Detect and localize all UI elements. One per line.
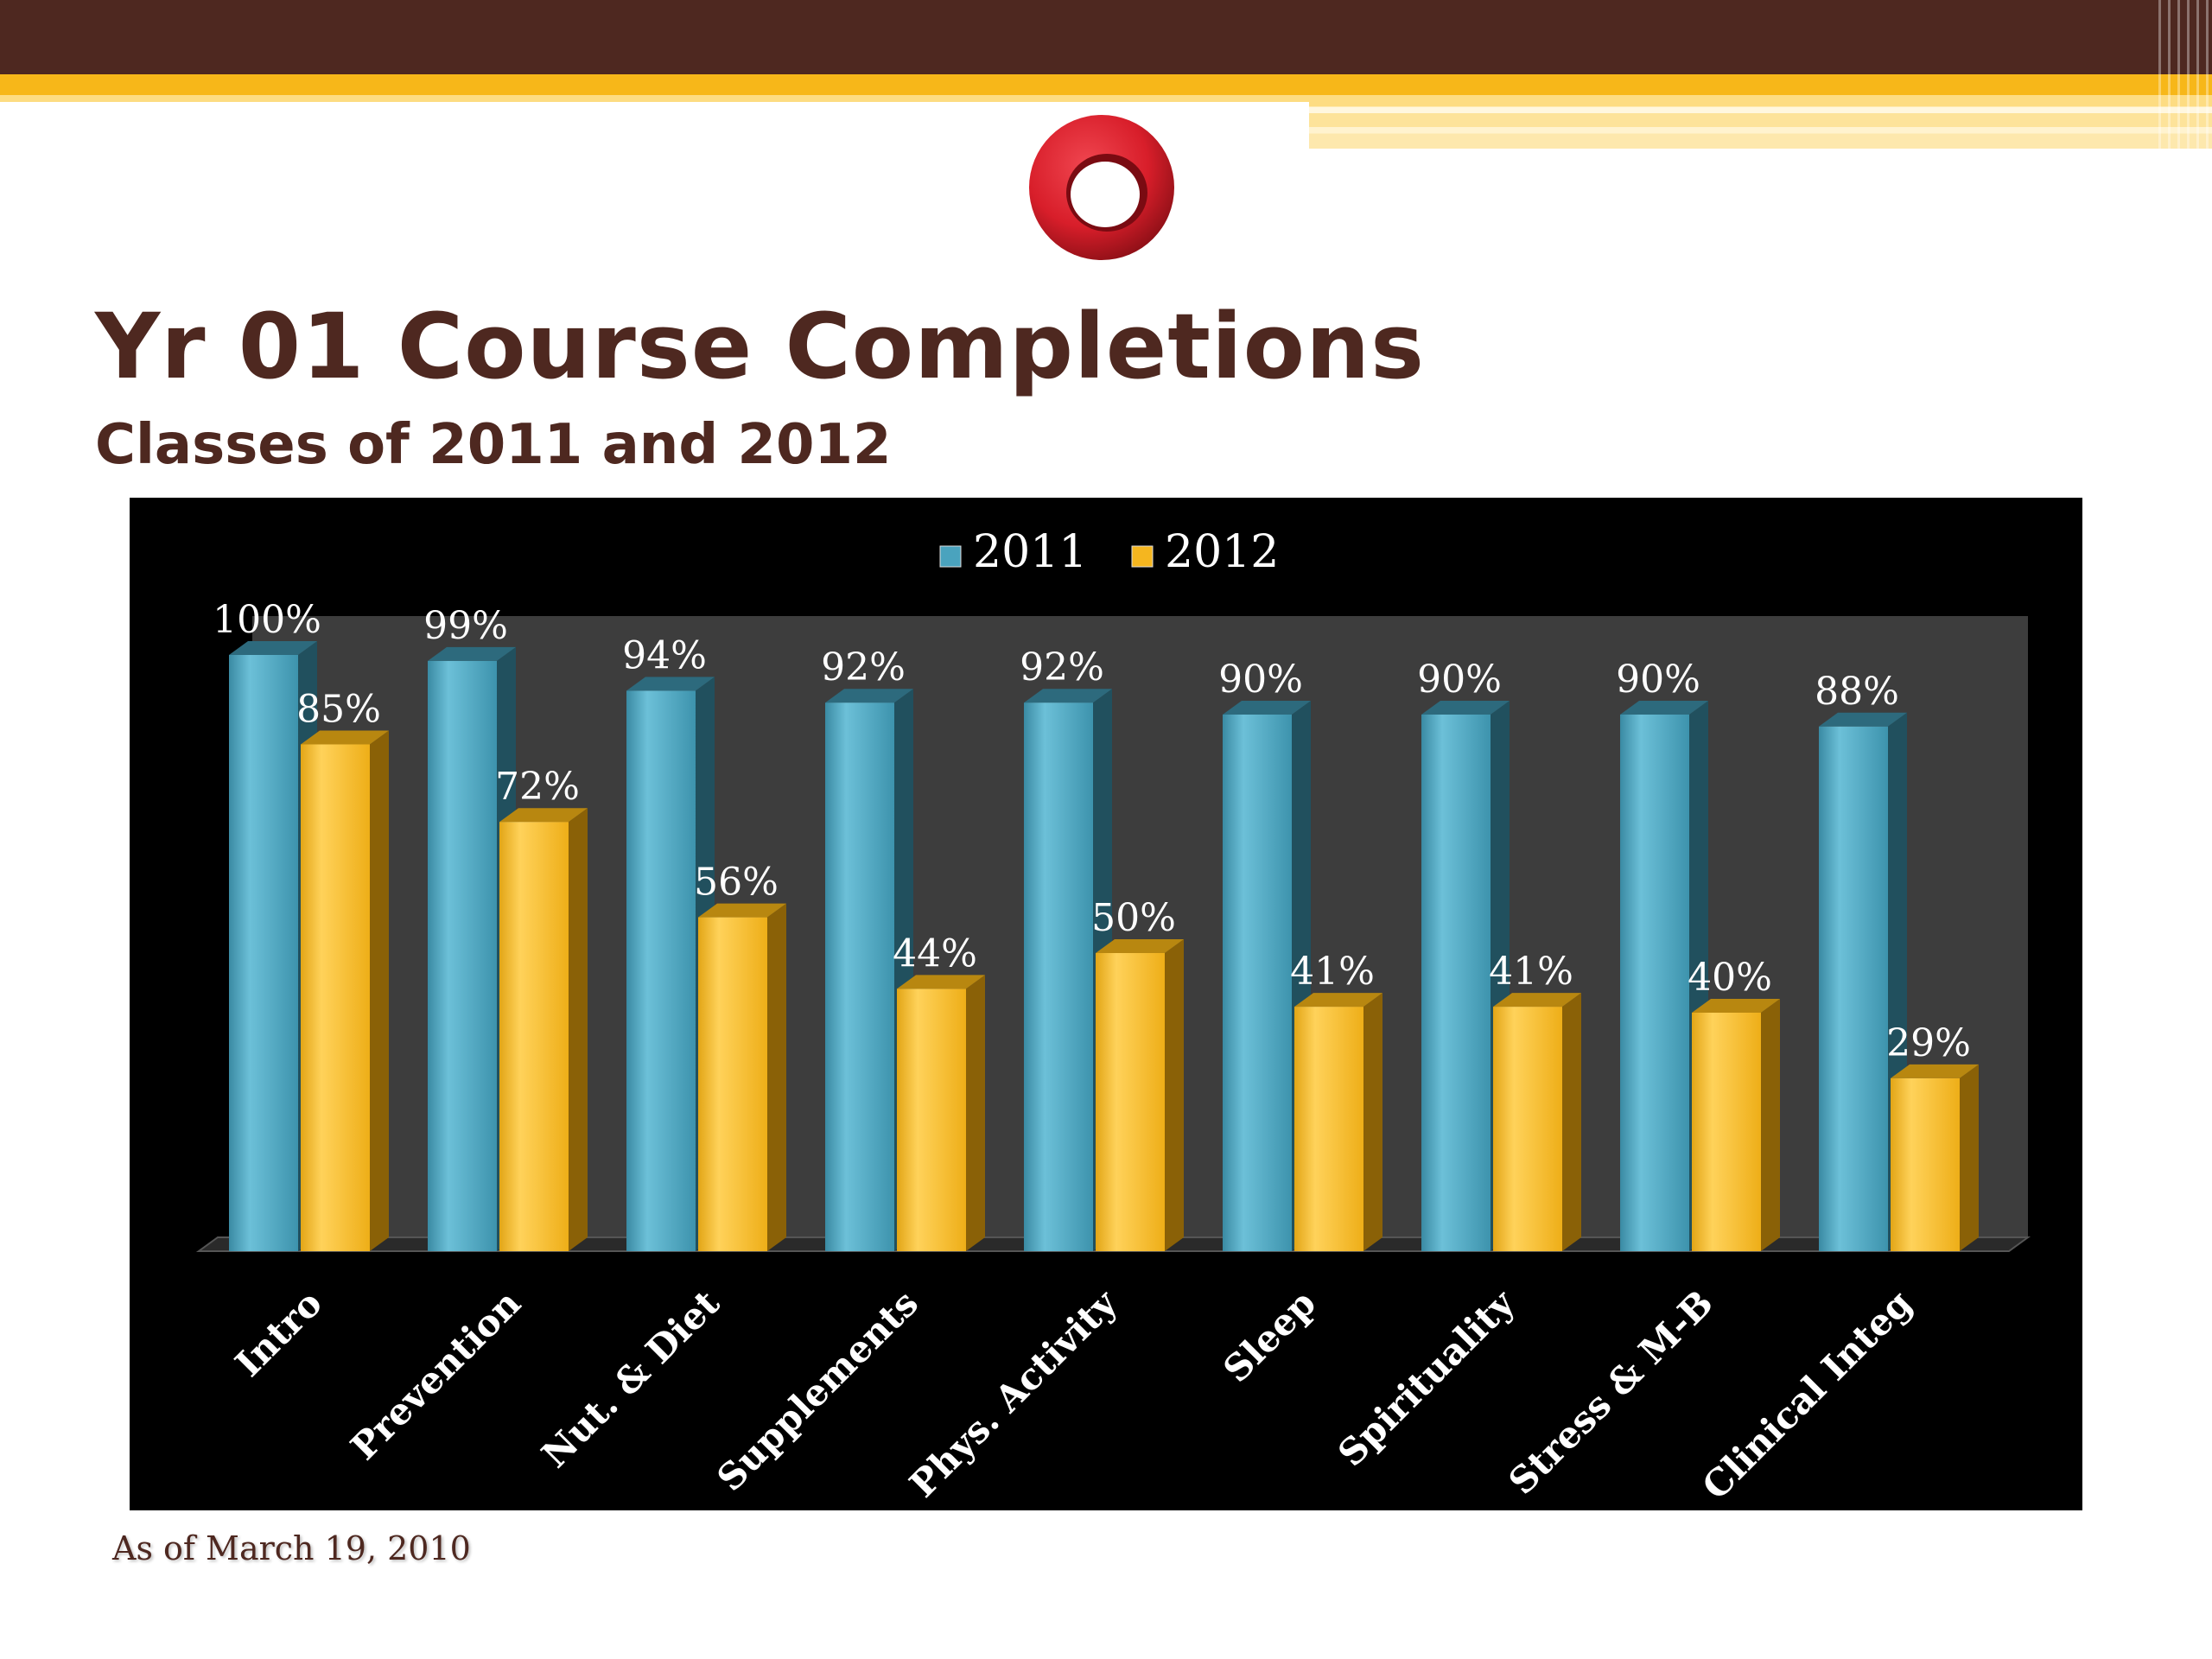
category-label-8: Clinical Integ <box>1694 1281 1921 1508</box>
bar-side-1-0 <box>370 730 389 1251</box>
bar-2011-7 <box>1620 715 1689 1251</box>
data-label-2011-2: 94% <box>622 633 707 677</box>
bar-top-0-3 <box>825 689 913 703</box>
data-label-2011-1: 99% <box>423 604 508 648</box>
bar-top-0-7 <box>1620 701 1708 715</box>
data-label-2012-3: 44% <box>893 931 977 976</box>
data-label-2012-6: 41% <box>1489 950 1573 994</box>
bar-2012-8 <box>1891 1077 1960 1251</box>
bar-top-0-8 <box>1819 712 1907 727</box>
bar-2012-4 <box>1096 953 1165 1251</box>
bar-top-0-0 <box>229 641 317 655</box>
bar-top-1-0 <box>301 730 389 745</box>
legend-swatch-1 <box>1131 545 1154 568</box>
data-label-2012-7: 40% <box>1688 956 1772 1000</box>
bar-top-1-6 <box>1493 993 1581 1007</box>
category-label-4: Phys. Activity <box>901 1281 1126 1505</box>
footnote: As of March 19, 2010 <box>112 1529 471 1567</box>
chart-data-labels: 100% 85% 99% 72% 94% 56% 92% 44% 92% 50% 90% 41% 90%… <box>213 598 1971 1065</box>
chart-panel: 2011 2012 100% 85% 99% 72% 94% 56% 92% 44% 92% 50%… <box>130 498 2082 1510</box>
data-label-2011-4: 92% <box>1020 645 1104 690</box>
bar-2011-8 <box>1819 726 1888 1251</box>
legend-swatch-0 <box>939 545 962 568</box>
category-label-2: Nut. & Diet <box>533 1281 728 1476</box>
bar-2011-6 <box>1421 715 1491 1251</box>
data-label-2012-8: 29% <box>1886 1021 1971 1065</box>
data-label-2011-5: 90% <box>1218 658 1303 702</box>
bar-side-1-6 <box>1562 993 1581 1251</box>
bar-top-1-3 <box>897 975 985 989</box>
slide-subtitle: Classes of 2011 and 2012 <box>95 413 892 477</box>
bar-side-1-2 <box>767 903 786 1251</box>
bar-2011-2 <box>626 690 696 1251</box>
bar-2012-7 <box>1692 1013 1761 1251</box>
bar-2012-5 <box>1294 1007 1363 1251</box>
bar-side-1-1 <box>569 808 588 1251</box>
bar-top-0-6 <box>1421 701 1510 715</box>
bar-top-0-2 <box>626 677 715 691</box>
header-gold-right-stripes <box>1309 95 2212 149</box>
bar-top-1-8 <box>1891 1064 1979 1078</box>
bar-side-1-7 <box>1761 999 1780 1251</box>
bar-2012-2 <box>698 917 767 1251</box>
bar-side-1-5 <box>1363 993 1382 1251</box>
header-gold-thin-stripe <box>0 95 1309 102</box>
header-gold-stripe <box>0 74 2212 95</box>
data-label-2011-3: 92% <box>821 645 906 690</box>
category-label-5: Sleep <box>1215 1281 1324 1390</box>
chart-legend: 2011 2012 <box>939 526 1279 578</box>
legend-label-0: 2011 <box>973 526 1087 578</box>
bar-side-1-4 <box>1165 939 1184 1251</box>
data-label-2012-0: 85% <box>296 688 381 732</box>
category-label-1: Prevention <box>342 1281 529 1468</box>
chart-category-labels: Intro Prevention Nut. & DietSupplementsPhy… <box>227 1281 1920 1508</box>
slide-title: Yr 01 Course Completions <box>95 294 1426 399</box>
bar-top-1-2 <box>698 903 786 918</box>
legend-label-1: 2012 <box>1165 526 1279 578</box>
data-label-2011-0: 100% <box>213 598 321 642</box>
bar-2012-3 <box>897 988 966 1251</box>
ring-logo-icon <box>1029 115 1174 260</box>
bar-2011-4 <box>1024 702 1093 1251</box>
category-label-0: Intro <box>227 1281 330 1384</box>
bar-2011-1 <box>428 660 497 1251</box>
bar-2012-1 <box>499 822 569 1251</box>
category-label-7: Stress & M-B <box>1500 1281 1721 1503</box>
bar-top-0-1 <box>428 646 516 661</box>
bar-2011-3 <box>825 702 894 1251</box>
bar-top-1-4 <box>1096 939 1184 953</box>
data-label-2011-6: 90% <box>1417 658 1502 702</box>
bar-side-1-3 <box>966 975 985 1251</box>
bar-top-0-4 <box>1024 689 1112 703</box>
bar-side-1-8 <box>1960 1064 1979 1251</box>
data-label-2012-4: 50% <box>1091 896 1176 940</box>
header-bar <box>0 0 2212 74</box>
bar-top-1-7 <box>1692 999 1780 1013</box>
data-label-2011-8: 88% <box>1815 670 1899 714</box>
bar-chart: 2011 2012 100% 85% 99% 72% 94% 56% 92% 44% 92% 50%… <box>195 526 2031 1508</box>
data-label-2012-5: 41% <box>1290 950 1375 994</box>
bar-2012-0 <box>301 744 370 1251</box>
bar-2012-6 <box>1493 1007 1562 1251</box>
category-label-3: Supplements <box>709 1281 926 1499</box>
category-label-6: Spirituality <box>1330 1281 1523 1474</box>
header-edge-lines <box>2152 0 2212 149</box>
data-label-2012-2: 56% <box>694 861 779 905</box>
bar-2011-0 <box>229 655 298 1251</box>
data-label-2011-7: 90% <box>1616 658 1700 702</box>
bar-top-1-5 <box>1294 993 1382 1007</box>
bar-top-0-5 <box>1223 701 1311 715</box>
bar-top-1-1 <box>499 808 588 823</box>
data-label-2012-1: 72% <box>495 765 580 809</box>
chart-bars <box>229 641 1979 1251</box>
bar-2011-5 <box>1223 715 1292 1251</box>
